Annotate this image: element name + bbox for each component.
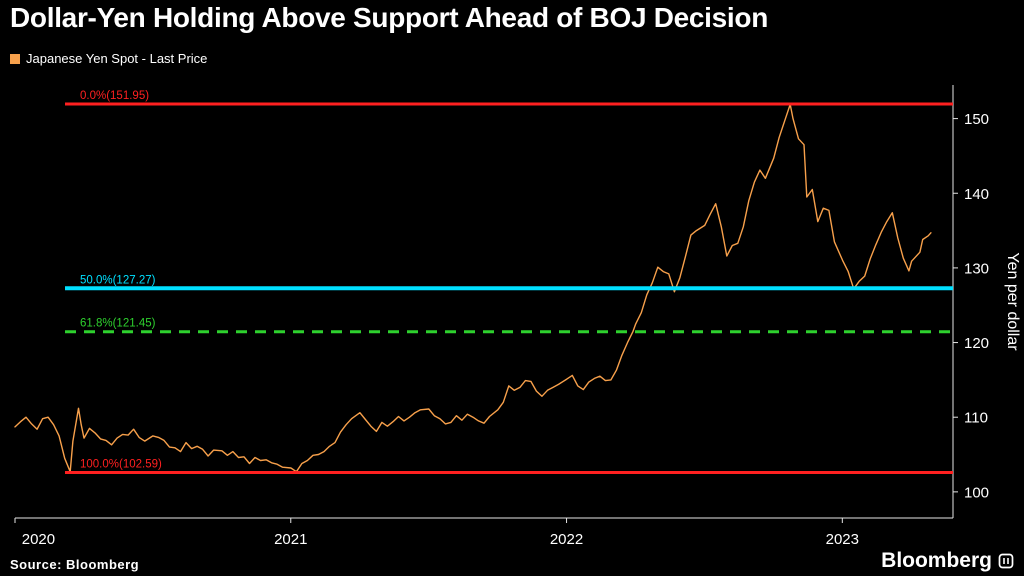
y-axis-tick-label: 130: [964, 260, 989, 277]
x-axis-tick-label: 2022: [550, 531, 583, 548]
bloomberg-logo: Bloomberg: [881, 549, 1014, 573]
chart-title: Dollar-Yen Holding Above Support Ahead o…: [10, 2, 769, 33]
y-axis-tick-label: 120: [964, 335, 989, 352]
y-axis-tick-label: 100: [964, 484, 989, 501]
bloomberg-wordmark: Bloomberg: [881, 549, 992, 572]
bloomberg-terminal-icon: [998, 553, 1014, 569]
source-label: Source: Bloomberg: [10, 557, 140, 572]
x-axis-tick-label: 2023: [826, 531, 859, 548]
price-line: [14, 103, 932, 473]
legend: Japanese Yen Spot - Last Price: [10, 51, 207, 66]
reference-line-label-0: 0.0%(151.95): [80, 90, 149, 102]
reference-line-label-3: 100.0%(102.59): [80, 459, 162, 471]
y-axis-title: Yen per dollar: [1004, 252, 1021, 351]
x-axis-tick-label: 2020: [22, 531, 55, 548]
reference-line-label-1: 50.0%(127.27): [80, 274, 156, 286]
legend-label: Japanese Yen Spot - Last Price: [26, 51, 208, 66]
reference-line-label-2: 61.8%(121.45): [80, 318, 156, 330]
x-axis-tick-label: 2021: [274, 531, 307, 548]
y-axis-tick-label: 150: [964, 111, 989, 128]
y-axis-tick-label: 110: [964, 410, 988, 427]
y-axis-tick-label: 140: [964, 186, 989, 203]
legend-swatch-icon: [10, 53, 20, 64]
